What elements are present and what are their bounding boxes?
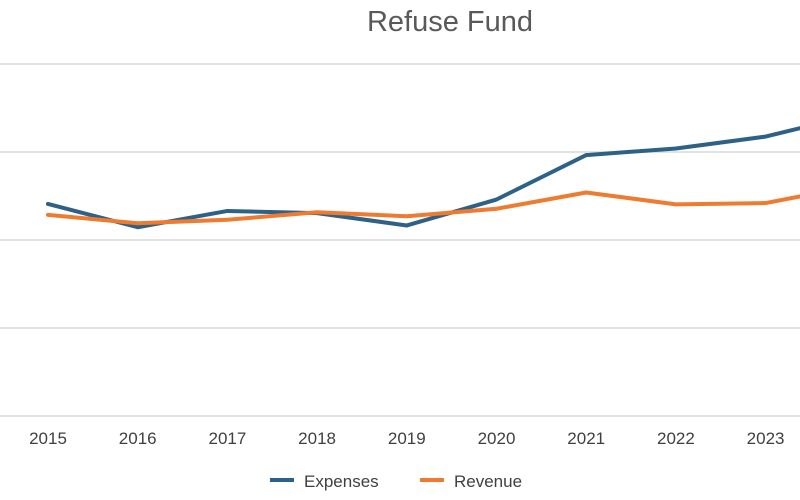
chart-title: Refuse Fund — [367, 6, 533, 38]
data-point-expenses — [494, 197, 499, 202]
series-line-revenue — [46, 190, 800, 226]
legend-item-expenses: Expenses — [270, 472, 379, 491]
data-point-expenses — [763, 134, 768, 139]
x-tick-label: 2023 — [747, 429, 785, 448]
series-line-expenses — [46, 126, 800, 230]
legend-item-revenue: Revenue — [420, 472, 522, 491]
legend-label-revenue: Revenue — [454, 472, 522, 491]
series-lines — [46, 126, 800, 230]
x-tick-label: 2020 — [478, 429, 516, 448]
x-axis-ticks: 2015201620172018201920202021202220232024 — [29, 429, 785, 448]
legend-label-expenses: Expenses — [304, 472, 379, 491]
x-tick-label: 2019 — [388, 429, 426, 448]
x-tick-label: 2015 — [29, 429, 67, 448]
data-point-revenue — [494, 206, 499, 211]
x-tick-label: 2022 — [657, 429, 695, 448]
data-point-expenses — [584, 153, 588, 157]
data-point-expenses — [405, 223, 409, 228]
data-point-revenue — [405, 214, 409, 219]
x-tick-label: 2016 — [119, 429, 157, 448]
data-point-revenue — [135, 221, 140, 226]
data-point-revenue — [763, 201, 768, 205]
data-point-revenue — [225, 217, 230, 222]
data-point-revenue — [584, 190, 588, 195]
data-point-revenue — [315, 210, 319, 215]
gridlines — [0, 63, 800, 417]
data-point-expenses — [46, 202, 50, 206]
x-tick-label: 2021 — [567, 429, 605, 448]
data-point-expenses — [674, 146, 678, 151]
x-tick-label: 2017 — [208, 429, 246, 448]
data-point-revenue — [674, 202, 678, 207]
x-tick-label: 2018 — [298, 429, 336, 448]
legend: Expenses Revenue — [270, 472, 522, 491]
data-point-expenses — [225, 209, 230, 213]
data-point-revenue — [46, 213, 50, 217]
data-point-expenses — [135, 225, 140, 230]
